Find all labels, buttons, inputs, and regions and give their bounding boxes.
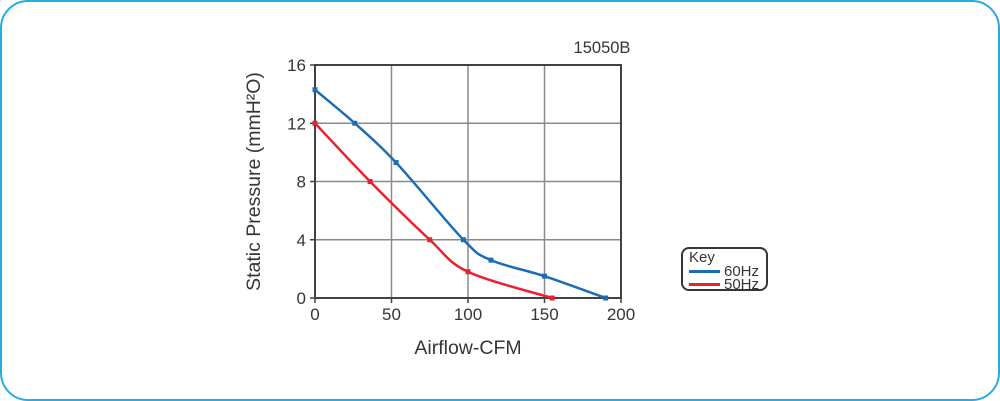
data-marker-50hz <box>427 237 433 243</box>
legend-label-50hz: 50Hz <box>724 276 760 293</box>
legend-box: Key 60Hz 50Hz <box>681 247 768 293</box>
y-tick-label: 4 <box>297 231 306 250</box>
y-tick-label: 8 <box>297 173 306 192</box>
data-marker-60hz <box>312 87 318 93</box>
data-marker-50hz <box>465 269 471 275</box>
plot-frame <box>314 64 622 299</box>
60hz-line-swatch <box>689 270 720 273</box>
x-tick-label: 50 <box>382 305 401 324</box>
data-marker-60hz <box>393 160 399 166</box>
x-axis-title: Airflow-CFM <box>414 337 521 359</box>
data-marker-60hz <box>460 237 466 243</box>
50hz-line-swatch <box>689 283 720 286</box>
data-marker-60hz <box>603 295 609 301</box>
legend-entry-60hz: 60Hz <box>689 263 761 280</box>
data-marker-50hz <box>312 120 318 126</box>
data-marker-50hz <box>367 179 373 184</box>
curve-50hz <box>313 122 554 300</box>
y-axis-title: Static Pressure (mmH²O) <box>243 72 265 291</box>
x-tick-label: 200 <box>607 305 635 324</box>
x-tick-label: 0 <box>310 305 319 324</box>
x-tick-label: 150 <box>530 305 558 324</box>
legend-label-60hz: 60Hz <box>724 263 760 280</box>
data-marker-50hz <box>549 295 555 301</box>
chart-title: 15050B <box>574 39 631 57</box>
legend-title: Key <box>689 249 715 266</box>
x-tick-label: 100 <box>454 305 482 324</box>
data-marker-60hz <box>542 273 547 279</box>
y-tick-label: 16 <box>287 56 306 75</box>
y-tick-label: 0 <box>297 289 306 308</box>
data-marker-60hz <box>352 120 358 126</box>
y-tick-label: 12 <box>287 114 306 133</box>
legend-entry-50hz: 50Hz <box>689 276 761 293</box>
data-marker-60hz <box>488 257 494 263</box>
